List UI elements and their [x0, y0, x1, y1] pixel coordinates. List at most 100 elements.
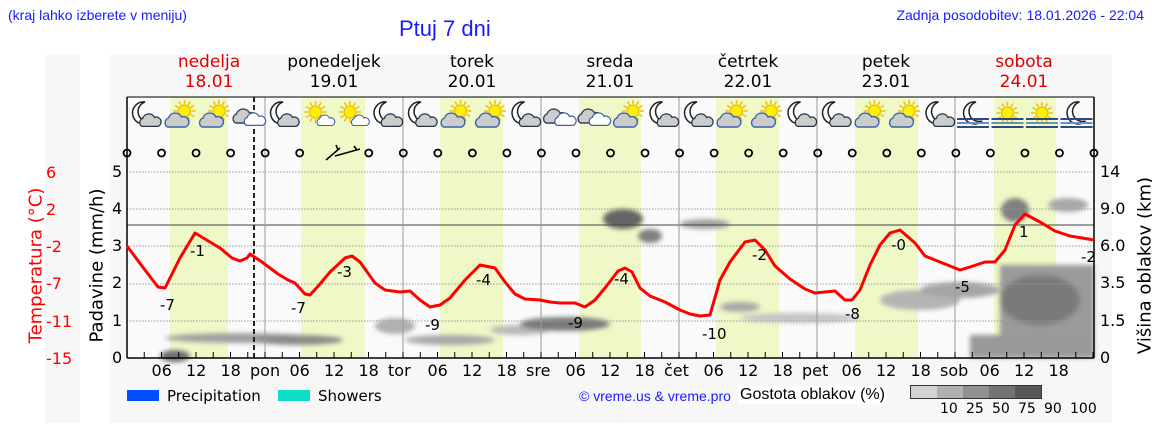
scale-label: 75 — [1018, 401, 1036, 417]
x-tick-label: 06 — [703, 361, 724, 380]
x-tick-label: 06 — [151, 361, 172, 380]
cloud-density-blobs — [160, 198, 1094, 362]
x-tick-label: 12 — [186, 361, 207, 380]
x-tick-label: 18 — [496, 361, 517, 380]
x-tick-marks — [126, 352, 1094, 358]
wind-barb-icon — [325, 144, 361, 161]
moon-cloud-icon — [787, 101, 818, 128]
moon-cloud-icon — [649, 101, 680, 128]
sun-cloud-icon — [716, 100, 748, 128]
cloud-tick: 9.0 — [1100, 199, 1126, 218]
x-tick-label: 06 — [289, 361, 310, 380]
weather-icons — [131, 100, 1093, 128]
cloud-tick: 0 — [1100, 348, 1111, 367]
svg-text:-3: -3 — [337, 263, 352, 281]
cloud-tick: 14 — [1100, 162, 1121, 181]
moon-cloud-icon — [511, 101, 542, 128]
x-tick-label: 06 — [565, 361, 586, 380]
precip-tick: 5 — [112, 162, 123, 181]
sun-cloud-icon — [854, 100, 886, 128]
scale-segment — [963, 386, 989, 398]
svg-text:-10: -10 — [702, 325, 727, 343]
precip-tick: 0 — [112, 348, 123, 367]
location-hint: (kraj lahko izberete v meniju) — [8, 7, 187, 23]
x-tick-label: 06 — [427, 361, 448, 380]
day-label-4: četrtek 22.01 — [717, 52, 779, 92]
svg-text:-7: -7 — [291, 299, 306, 317]
scale-label: 10 — [940, 401, 958, 417]
x-tick-label: tor — [388, 361, 411, 380]
scale-segment — [989, 386, 1015, 398]
temperature-line — [125, 212, 1095, 318]
scale-label: 25 — [966, 401, 984, 417]
temp-tick: 2 — [46, 200, 57, 219]
day-label-2: torek 20.01 — [447, 52, 497, 92]
precipitation-swatch — [127, 390, 159, 401]
sun-cloud-icon — [164, 100, 196, 128]
last-updated: Zadnja posodobitev: 18.01.2026 - 22:04 — [896, 7, 1144, 23]
moon-cloud-icon — [821, 101, 852, 128]
x-tick-label: pet — [802, 361, 829, 380]
svg-text:1: 1 — [1019, 223, 1029, 241]
temp-tick: -2 — [46, 237, 62, 256]
cloudy-icon — [542, 108, 577, 127]
moon-cloud-icon — [131, 101, 162, 128]
day-label-1: ponedeljek 19.01 — [287, 52, 381, 92]
moon-fog-icon — [957, 101, 989, 128]
page-title: Ptuj 7 dni — [399, 16, 491, 41]
day-separators — [264, 97, 956, 358]
temperature-annotations: -7 -1 -7 -3 -9 -4 -9 -4 -10 -2 -8 -0 -5 … — [160, 223, 1096, 343]
moon-cloud-icon — [269, 101, 300, 128]
x-tick-label: 12 — [738, 361, 759, 380]
moon-cloud-icon — [407, 101, 438, 128]
svg-text:-7: -7 — [160, 296, 175, 314]
x-tick-label: 18 — [772, 361, 793, 380]
day-label-3: sreda 21.01 — [585, 52, 635, 92]
temperature-axis-panel — [45, 55, 80, 423]
temp-tick: -15 — [46, 349, 73, 368]
x-tick-label: 06 — [841, 361, 862, 380]
credit-link[interactable]: © vreme.us & vreme.pro — [579, 388, 731, 404]
temp-tick: -11 — [46, 312, 73, 331]
x-tick-label: sre — [526, 361, 551, 380]
sun-cloud-icon — [750, 100, 782, 128]
cloudy-icon — [577, 108, 612, 127]
sun-cloud-icon — [198, 100, 230, 128]
svg-text:-1: -1 — [190, 242, 205, 260]
x-tick-label: 12 — [876, 361, 897, 380]
wind-indicators — [122, 148, 1099, 158]
sun-cloud-icon — [612, 100, 644, 128]
scale-segment — [937, 386, 963, 398]
svg-text:-0: -0 — [891, 236, 906, 254]
cloud-density-scale — [910, 385, 1042, 399]
x-tick-label: sob — [940, 361, 969, 380]
svg-text:-2: -2 — [1081, 248, 1096, 266]
x-tick-label: pon — [250, 361, 281, 380]
sun-cloud-icon — [440, 100, 472, 128]
cloud-tick: 3.5 — [1100, 273, 1126, 292]
temp-tick: 6 — [46, 163, 57, 182]
scale-label: 100 — [1070, 401, 1097, 417]
sun-fog-icon — [1026, 102, 1058, 128]
x-tick-label: 18 — [1048, 361, 1069, 380]
svg-text:-9: -9 — [568, 314, 583, 332]
x-tick-label: 12 — [600, 361, 621, 380]
gridlines — [127, 171, 1094, 322]
precip-tick: 1 — [112, 311, 123, 330]
scale-label: 50 — [992, 401, 1010, 417]
svg-text:-8: -8 — [845, 305, 860, 323]
svg-text:-9: -9 — [425, 316, 440, 334]
cloud-tick: 6.0 — [1100, 236, 1126, 255]
scale-label: 90 — [1044, 401, 1062, 417]
sun-small-cloud-icon — [304, 101, 336, 127]
moon-cloud-icon — [683, 101, 714, 128]
showers-swatch — [278, 390, 310, 401]
day-label-6: sobota 24.01 — [995, 52, 1053, 92]
day-label-5: petek 23.01 — [861, 52, 911, 92]
precipitation-legend-label: Precipitation — [167, 387, 261, 405]
sun-fog-icon — [991, 102, 1024, 128]
sun-small-cloud-icon — [339, 101, 370, 127]
x-tick-label: 18 — [358, 361, 379, 380]
svg-text:-5: -5 — [955, 278, 970, 296]
